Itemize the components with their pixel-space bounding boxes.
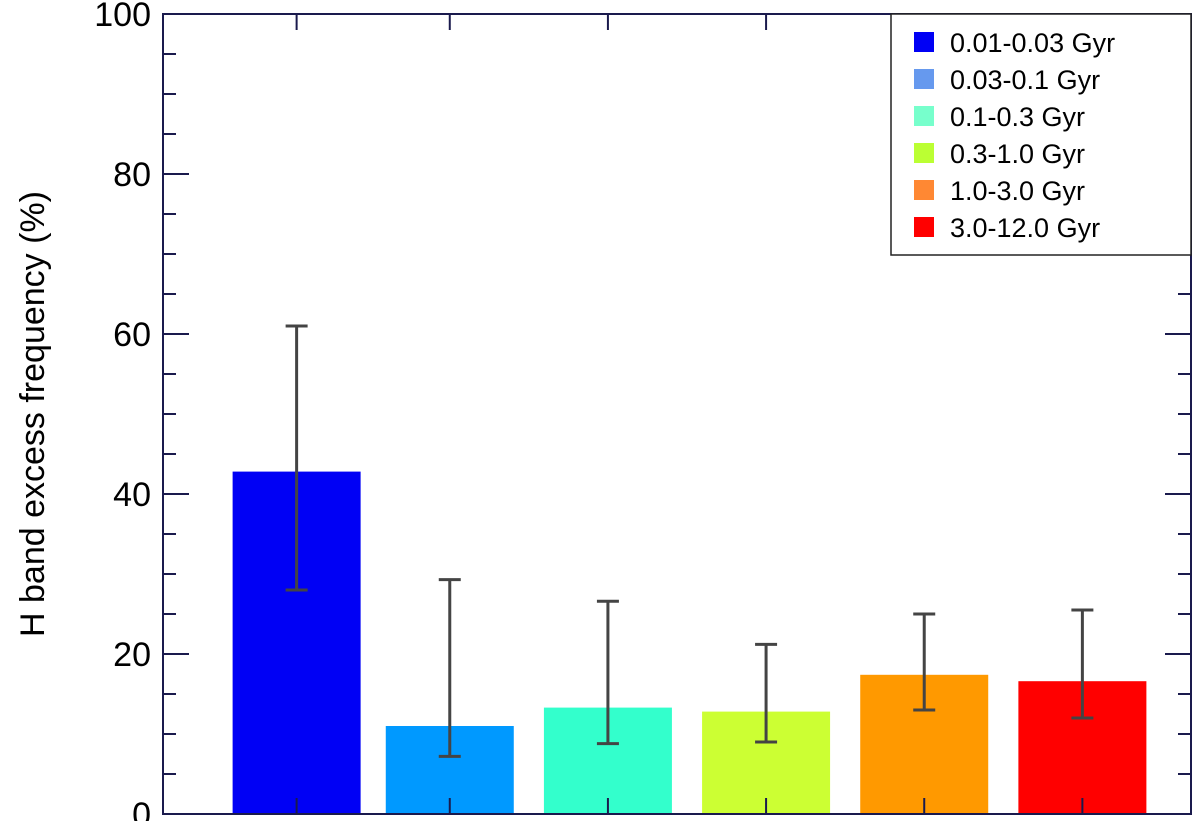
errorbar-5 [913,612,936,712]
bars-group [232,471,1147,814]
legend-label-1: 0.01-0.03 Gyr [950,28,1115,58]
legend-swatch-3 [914,106,934,126]
y-tick-label: 20 [113,636,151,674]
errorbar-6 [1071,608,1094,720]
y-tick-label: 40 [113,476,151,514]
legend-swatch-1 [914,32,934,52]
legend-swatch-2 [914,69,934,89]
y-tick-labels: 0 20 40 60 80 100 [94,0,151,821]
legend-swatch-5 [914,180,934,200]
y-tick-label: 60 [113,316,151,354]
legend-swatch-6 [914,217,934,237]
legend-label-2: 0.03-0.1 Gyr [950,65,1100,95]
legend-label-5: 1.0-3.0 Gyr [950,176,1085,206]
errorbar-4 [755,642,778,744]
legend-swatch-4 [914,143,934,163]
legend-label-6: 3.0-12.0 Gyr [950,213,1100,243]
errorbars-group [285,324,1094,758]
legend-label-4: 0.3-1.0 Gyr [950,139,1085,169]
y-tick-label: 80 [113,156,151,194]
y-axis-title: H band excess frequency (%) [14,191,52,637]
errorbar-2 [438,578,461,758]
legend: 0.01-0.03 Gyr 0.03-0.1 Gyr 0.1-0.3 Gyr 0.3-… [890,13,1192,256]
y-tick-label: 100 [94,0,151,34]
legend-box [890,13,1192,256]
y-tick-label: 0 [132,796,151,821]
errorbar-3 [596,599,619,746]
errorbar-1 [285,324,308,592]
legend-label-3: 0.1-0.3 Gyr [950,102,1085,132]
